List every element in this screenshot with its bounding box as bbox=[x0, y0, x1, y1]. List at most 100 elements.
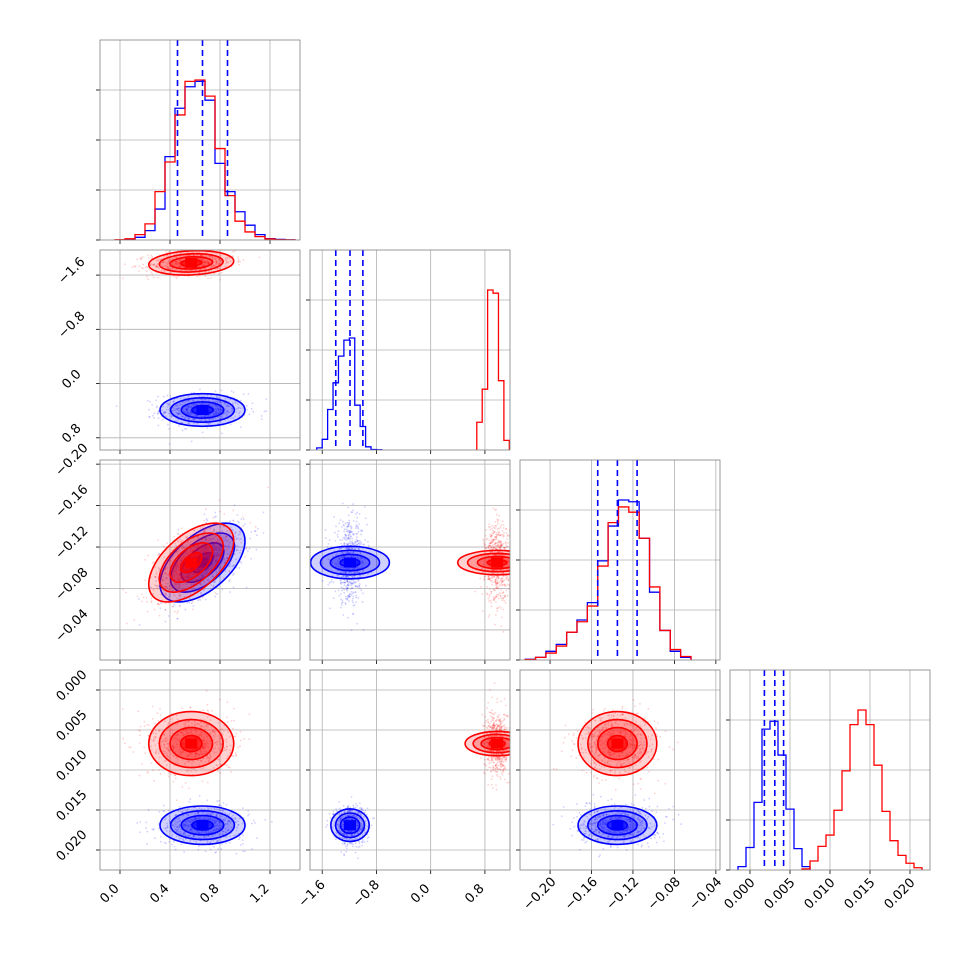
scatter-point bbox=[216, 593, 219, 595]
scatter-point bbox=[184, 554, 186, 557]
scatter-point bbox=[199, 583, 202, 586]
scatter-point bbox=[163, 556, 166, 559]
scatter-point bbox=[162, 804, 165, 807]
scatter-point bbox=[340, 583, 342, 585]
scatter-point bbox=[190, 406, 193, 408]
scatter-point bbox=[217, 554, 220, 557]
scatter-point bbox=[223, 512, 226, 515]
scatter-point bbox=[175, 571, 178, 574]
scatter-point bbox=[164, 620, 167, 623]
scatter-point bbox=[207, 262, 210, 265]
scatter-point bbox=[210, 246, 212, 248]
scatter-point bbox=[488, 593, 491, 596]
scatter-point bbox=[192, 578, 195, 581]
scatter-point bbox=[349, 581, 351, 583]
scatter-point bbox=[214, 559, 217, 562]
scatter-point bbox=[503, 600, 506, 602]
scatter-point bbox=[195, 578, 197, 581]
scatter-point bbox=[209, 527, 211, 530]
scatter-point bbox=[207, 262, 210, 264]
scatter-point bbox=[219, 567, 222, 569]
scatter-point bbox=[226, 409, 229, 412]
scatter-point bbox=[188, 597, 191, 600]
scatter-point bbox=[491, 581, 494, 584]
scatter-point bbox=[204, 547, 207, 550]
scatter-point bbox=[238, 521, 240, 524]
scatter-point bbox=[207, 261, 210, 264]
scatter-point bbox=[203, 588, 206, 591]
scatter-point bbox=[182, 555, 185, 558]
scatter-point bbox=[224, 399, 227, 402]
scatter-point bbox=[228, 580, 230, 583]
scatter-point bbox=[173, 400, 175, 403]
scatter-point bbox=[172, 401, 175, 404]
scatter-point bbox=[201, 265, 204, 268]
scatter-point bbox=[175, 405, 178, 408]
scatter-point bbox=[220, 259, 222, 262]
scatter-point bbox=[177, 275, 180, 278]
scatter-point bbox=[179, 579, 182, 582]
scatter-point bbox=[498, 606, 501, 608]
scatter-point bbox=[240, 518, 243, 520]
scatter-point bbox=[185, 269, 187, 272]
scatter-point bbox=[183, 417, 186, 420]
scatter-point bbox=[163, 269, 166, 272]
scatter-point bbox=[258, 256, 261, 259]
scatter-point bbox=[218, 567, 221, 569]
scatter-point bbox=[167, 404, 170, 407]
scatter-point bbox=[326, 546, 329, 548]
scatter-point bbox=[219, 510, 222, 513]
scatter-point bbox=[164, 264, 166, 267]
scatter-point bbox=[490, 542, 493, 545]
scatter-point bbox=[189, 547, 192, 550]
scatter-point bbox=[205, 414, 208, 417]
scatter-point bbox=[240, 537, 242, 540]
scatter-point bbox=[163, 410, 166, 413]
scatter-point bbox=[158, 568, 161, 570]
scatter-point bbox=[175, 585, 178, 588]
scatter-point bbox=[498, 581, 501, 584]
scatter-point bbox=[205, 561, 208, 564]
scatter-point bbox=[196, 275, 199, 278]
scatter-point bbox=[347, 537, 350, 540]
scatter-point bbox=[496, 523, 499, 525]
scatter-point bbox=[179, 259, 181, 261]
scatter-point bbox=[212, 530, 215, 532]
scatter-point bbox=[156, 276, 159, 279]
scatter-point bbox=[200, 268, 203, 271]
scatter-point bbox=[187, 411, 190, 414]
scatter-point bbox=[225, 405, 228, 408]
scatter-point bbox=[502, 630, 505, 633]
scatter-point bbox=[167, 260, 170, 263]
scatter-point bbox=[208, 398, 211, 401]
scatter-point bbox=[213, 552, 216, 555]
scatter-point bbox=[231, 574, 234, 576]
scatter-point bbox=[217, 548, 220, 551]
scatter-point bbox=[242, 807, 244, 810]
scatter-point bbox=[193, 572, 196, 574]
scatter-point bbox=[164, 592, 167, 595]
scatter-point bbox=[214, 257, 217, 260]
scatter-point bbox=[162, 261, 164, 264]
scatter-point bbox=[197, 599, 199, 602]
scatter-point bbox=[214, 542, 216, 545]
scatter-point bbox=[186, 576, 189, 579]
scatter-point bbox=[216, 411, 219, 413]
scatter-point bbox=[176, 561, 179, 563]
scatter-point bbox=[512, 603, 514, 605]
scatter-point bbox=[347, 514, 350, 517]
scatter-point bbox=[178, 548, 180, 551]
scatter-point bbox=[213, 562, 216, 565]
scatter-point bbox=[331, 578, 333, 581]
scatter-point bbox=[217, 848, 219, 850]
scatter-point bbox=[356, 516, 359, 519]
scatter-point bbox=[195, 567, 198, 570]
scatter-point bbox=[179, 269, 182, 272]
scatter-point bbox=[197, 265, 200, 268]
scatter-point bbox=[226, 540, 229, 543]
scatter-point bbox=[237, 520, 239, 523]
scatter-point bbox=[246, 404, 248, 407]
scatter-point bbox=[180, 558, 183, 561]
scatter-point bbox=[504, 594, 507, 597]
scatter-point bbox=[343, 591, 346, 594]
